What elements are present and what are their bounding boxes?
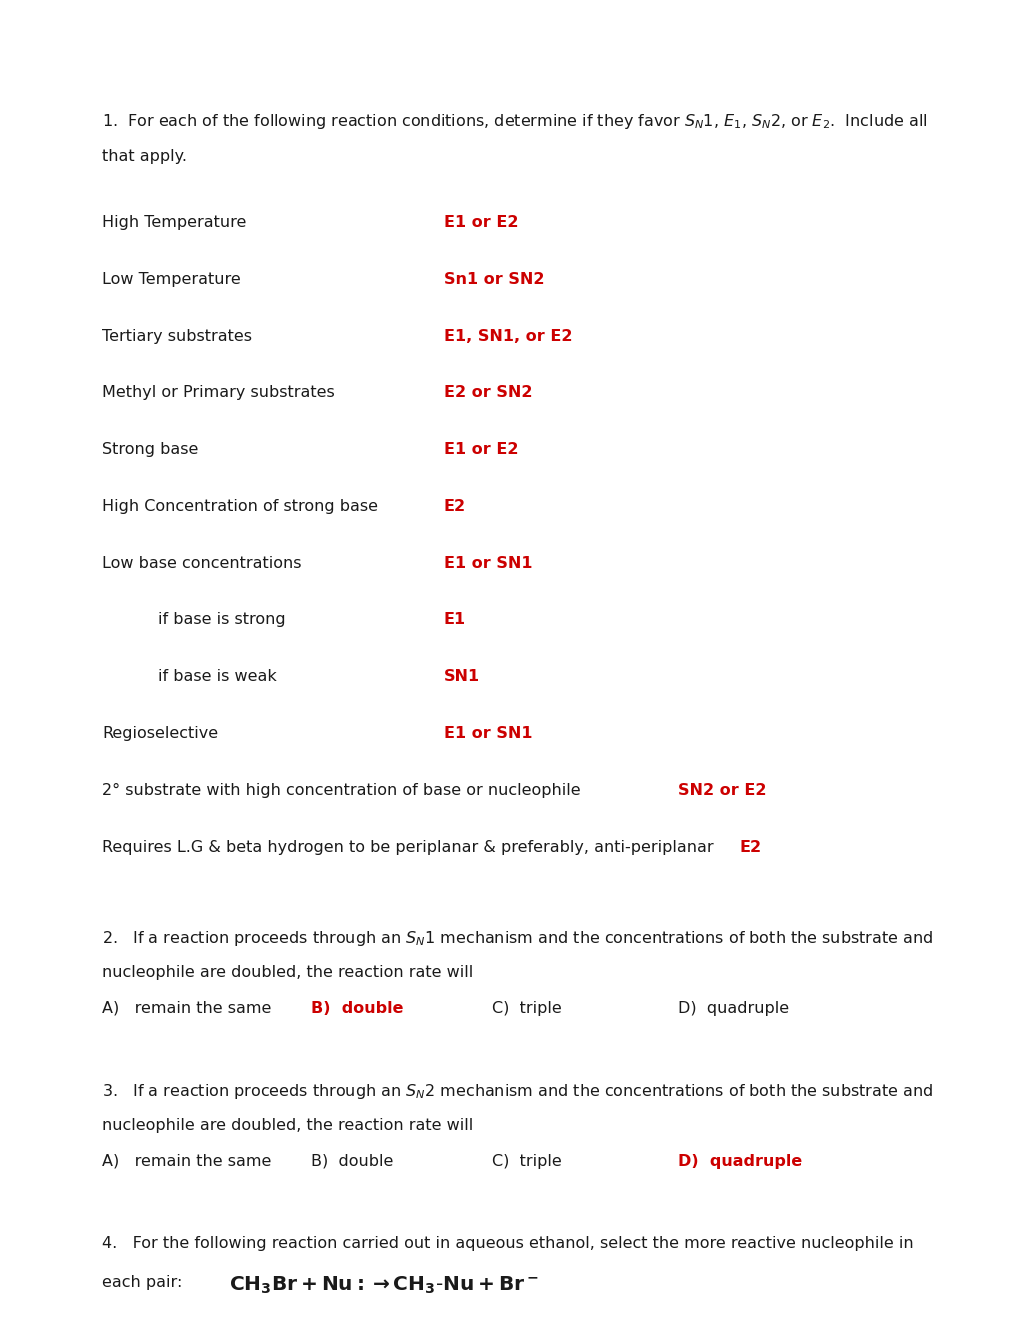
Text: E2: E2	[739, 840, 761, 854]
Text: Regioselective: Regioselective	[102, 726, 218, 741]
Text: D)  quadruple: D) quadruple	[678, 1154, 802, 1168]
Text: High Temperature: High Temperature	[102, 215, 247, 230]
Text: nucleophile are doubled, the reaction rate will: nucleophile are doubled, the reaction ra…	[102, 965, 473, 979]
Text: E2 or SN2: E2 or SN2	[443, 385, 532, 400]
Text: 4.   For the following reaction carried out in aqueous ethanol, select the more : 4. For the following reaction carried ou…	[102, 1236, 913, 1250]
Text: E2: E2	[443, 499, 466, 513]
Text: B)  double: B) double	[311, 1001, 404, 1015]
Text: E1 or SN1: E1 or SN1	[443, 556, 532, 570]
Text: Sn1 or SN2: Sn1 or SN2	[443, 272, 544, 286]
Text: Tertiary substrates: Tertiary substrates	[102, 329, 252, 343]
Text: C)  triple: C) triple	[491, 1154, 560, 1168]
Text: $\bf{CH_3Br + Nu: \rightarrow CH_3\text{-}Nu + Br^-}$: $\bf{CH_3Br + Nu: \rightarrow CH_3\text{…	[229, 1275, 539, 1296]
Text: 2° substrate with high concentration of base or nucleophile: 2° substrate with high concentration of …	[102, 783, 580, 797]
Text: A)   remain the same: A) remain the same	[102, 1154, 271, 1168]
Text: High Concentration of strong base: High Concentration of strong base	[102, 499, 378, 513]
Text: E1: E1	[443, 612, 466, 627]
Text: that apply.: that apply.	[102, 149, 186, 164]
Text: if base is weak: if base is weak	[158, 669, 276, 684]
Text: Low Temperature: Low Temperature	[102, 272, 240, 286]
Text: SN2 or E2: SN2 or E2	[678, 783, 766, 797]
Text: D)  quadruple: D) quadruple	[678, 1001, 789, 1015]
Text: C)  triple: C) triple	[491, 1001, 560, 1015]
Text: A)   remain the same: A) remain the same	[102, 1001, 271, 1015]
Text: E1 or E2: E1 or E2	[443, 215, 518, 230]
Text: E1 or E2: E1 or E2	[443, 442, 518, 457]
Text: E1 or SN1: E1 or SN1	[443, 726, 532, 741]
Text: Strong base: Strong base	[102, 442, 198, 457]
Text: if base is strong: if base is strong	[158, 612, 285, 627]
Text: 3.   If a reaction proceeds through an $S_N$2 mechanism and the concentrations o: 3. If a reaction proceeds through an $S_…	[102, 1082, 932, 1101]
Text: E1, SN1, or E2: E1, SN1, or E2	[443, 329, 572, 343]
Text: Methyl or Primary substrates: Methyl or Primary substrates	[102, 385, 334, 400]
Text: nucleophile are doubled, the reaction rate will: nucleophile are doubled, the reaction ra…	[102, 1118, 473, 1133]
Text: 2.   If a reaction proceeds through an $S_N$1 mechanism and the concentrations o: 2. If a reaction proceeds through an $S_…	[102, 929, 932, 948]
Text: Low base concentrations: Low base concentrations	[102, 556, 302, 570]
Text: SN1: SN1	[443, 669, 479, 684]
Text: B)  double: B) double	[311, 1154, 393, 1168]
Text: each pair:: each pair:	[102, 1275, 182, 1290]
Text: 1.  For each of the following reaction conditions, determine if they favor $S_N$: 1. For each of the following reaction co…	[102, 112, 926, 131]
Text: Requires L.G & beta hydrogen to be periplanar & preferably, anti-periplanar: Requires L.G & beta hydrogen to be perip…	[102, 840, 713, 854]
